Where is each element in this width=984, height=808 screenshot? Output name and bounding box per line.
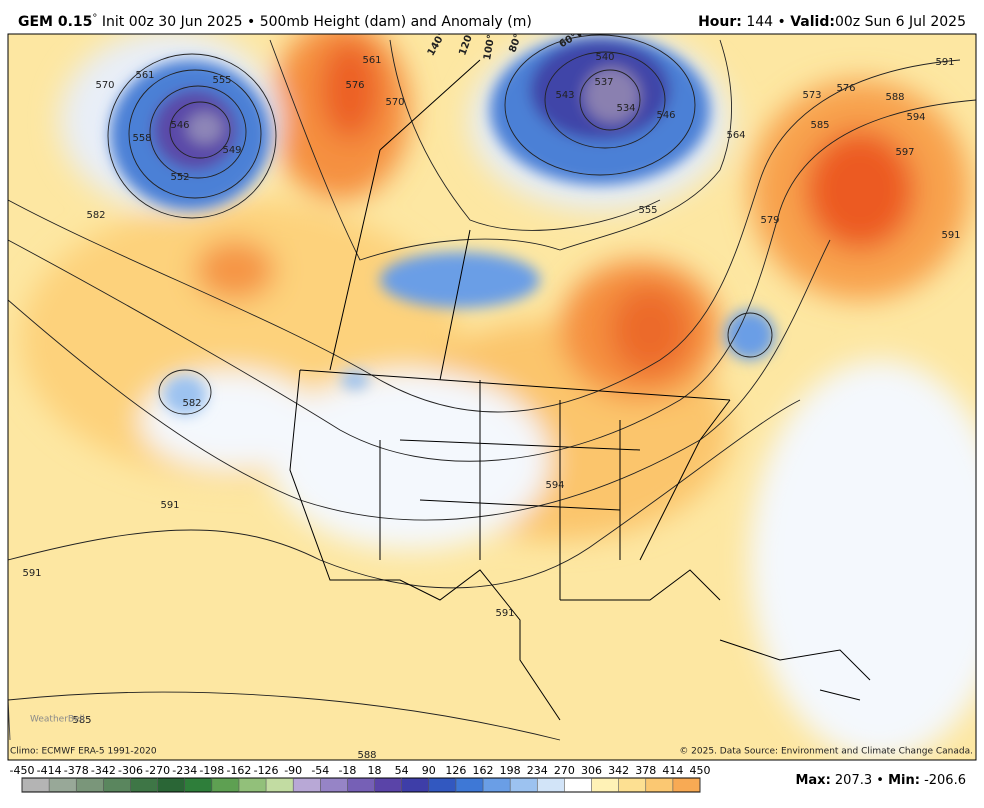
contour-label: 591 bbox=[941, 230, 960, 241]
colorbar-tick-label: -90 bbox=[284, 764, 302, 777]
height-contours bbox=[8, 34, 976, 741]
colorbar-segment bbox=[483, 778, 511, 792]
contour-label: 546 bbox=[170, 120, 189, 131]
colorbar-tick-label: 126 bbox=[445, 764, 466, 777]
contour-label: 579 bbox=[760, 215, 779, 226]
climo-note: Climo: ECMWF ERA-5 1991-2020 bbox=[10, 747, 157, 757]
colorbar-segment bbox=[564, 778, 592, 792]
contour-label: 552 bbox=[170, 172, 189, 183]
colorbar-tick-label: -234 bbox=[172, 764, 197, 777]
contour-label: 564 bbox=[726, 130, 745, 141]
contour-label: 558 bbox=[132, 133, 151, 144]
colorbar-segment bbox=[293, 778, 321, 792]
colorbar-tick-label: 378 bbox=[635, 764, 656, 777]
colorbar-tick-label: -342 bbox=[91, 764, 116, 777]
contour-label: 534 bbox=[616, 103, 635, 114]
colorbar-segment bbox=[49, 778, 77, 792]
contour-label: 585 bbox=[72, 715, 91, 726]
colorbar-tick-label: 234 bbox=[527, 764, 548, 777]
contour-label: 591 bbox=[160, 500, 179, 511]
colorbar-tick-label: -378 bbox=[64, 764, 89, 777]
contour-label: 546 bbox=[656, 110, 675, 121]
contour-label: 561 bbox=[362, 55, 381, 66]
header-right: Hour: 144 • Valid:00z Sun 6 Jul 2025 bbox=[698, 14, 966, 30]
contour-label: 555 bbox=[638, 205, 657, 216]
watermark: WeatherBell bbox=[30, 715, 85, 725]
colorbar-segment bbox=[130, 778, 158, 792]
contour-label: 549 bbox=[222, 145, 241, 156]
contour-label: 597 bbox=[895, 147, 914, 158]
colorbar-tick-label: 90 bbox=[422, 764, 436, 777]
header-left: GEM 0.15° Init 00z 30 Jun 2025 • 500mb H… bbox=[18, 13, 532, 30]
colorbar-tick-label: 450 bbox=[690, 764, 711, 777]
contour-label: 594 bbox=[906, 112, 925, 123]
contour-label: 573 bbox=[802, 90, 821, 101]
colorbar-tick-label: -18 bbox=[338, 764, 356, 777]
contour-label: 582 bbox=[182, 398, 201, 409]
colorbar-segment bbox=[510, 778, 538, 792]
colorbar: -450 -414 -378 -342 -306 -270 -234 -198 -162 -126… bbox=[10, 764, 711, 793]
contour-label: 537 bbox=[594, 77, 613, 88]
colorbar-tick-label: -198 bbox=[199, 764, 224, 777]
colorbar-tick-label: -450 bbox=[10, 764, 35, 777]
contour-label: 582 bbox=[86, 210, 105, 221]
colorbar-tick-label: 414 bbox=[662, 764, 683, 777]
colorbar-segment bbox=[428, 778, 456, 792]
political-borders bbox=[8, 59, 871, 741]
contour-label: 561 bbox=[135, 70, 154, 81]
contour-label: 594 bbox=[545, 480, 564, 491]
colorbar-tick-label: -126 bbox=[254, 764, 279, 777]
colorbar-segment bbox=[455, 778, 484, 792]
colorbar-segment bbox=[22, 778, 50, 792]
max-min: Max: 207.3 • Min: -206.6 bbox=[795, 773, 966, 788]
colorbar-tick-label: -270 bbox=[145, 764, 170, 777]
colorbar-tick-label: -306 bbox=[118, 764, 143, 777]
colorbar-segment bbox=[238, 778, 267, 792]
contour-label: 576 bbox=[836, 83, 855, 94]
contour-label: 543 bbox=[555, 90, 574, 101]
map-frame bbox=[7, 33, 977, 761]
colorbar-segment bbox=[645, 778, 673, 792]
colorbar-tick-label: 342 bbox=[608, 764, 629, 777]
contour-label: 588 bbox=[357, 750, 376, 761]
colorbar-segment bbox=[157, 778, 185, 792]
colorbar-segment bbox=[537, 778, 565, 792]
contour-label: 540 bbox=[595, 52, 614, 63]
colorbar-segment bbox=[320, 778, 348, 792]
colorbar-tick-label: 306 bbox=[581, 764, 602, 777]
colorbar-segment bbox=[266, 778, 294, 792]
colorbar-segment bbox=[211, 778, 239, 792]
colorbar-tick-label: 198 bbox=[500, 764, 521, 777]
contour-label: 585 bbox=[810, 120, 829, 131]
colorbar-tick-label: 162 bbox=[473, 764, 494, 777]
contour-label: 591 bbox=[495, 608, 514, 619]
contour-label: 570 bbox=[95, 80, 114, 91]
colorbar-segment bbox=[374, 778, 402, 792]
colorbar-tick-label: -414 bbox=[37, 764, 62, 777]
colorbar-tick-label: 54 bbox=[395, 764, 409, 777]
colorbar-segment bbox=[76, 778, 104, 792]
colorbar-tick-label: 18 bbox=[368, 764, 382, 777]
colorbar-segment bbox=[103, 778, 131, 792]
colorbar-segment bbox=[672, 778, 700, 792]
copyright: © 2025. Data Source: Environment and Cli… bbox=[679, 747, 973, 757]
colorbar-segment bbox=[401, 778, 429, 792]
colorbar-tick-label: 270 bbox=[554, 764, 575, 777]
colorbar-segment bbox=[347, 778, 375, 792]
colorbar-segment bbox=[184, 778, 212, 792]
contour-label: 555 bbox=[212, 75, 231, 86]
colorbar-segment bbox=[618, 778, 646, 792]
contour-label: 576 bbox=[345, 80, 364, 91]
contour-label: 591 bbox=[935, 57, 954, 68]
contour-label: 591 bbox=[22, 568, 41, 579]
contour-label: 588 bbox=[885, 92, 904, 103]
contour-label: 570 bbox=[385, 97, 404, 108]
colorbar-tick-label: -162 bbox=[226, 764, 251, 777]
colorbar-tick-label: -54 bbox=[311, 764, 329, 777]
colorbar-segment bbox=[591, 778, 619, 792]
